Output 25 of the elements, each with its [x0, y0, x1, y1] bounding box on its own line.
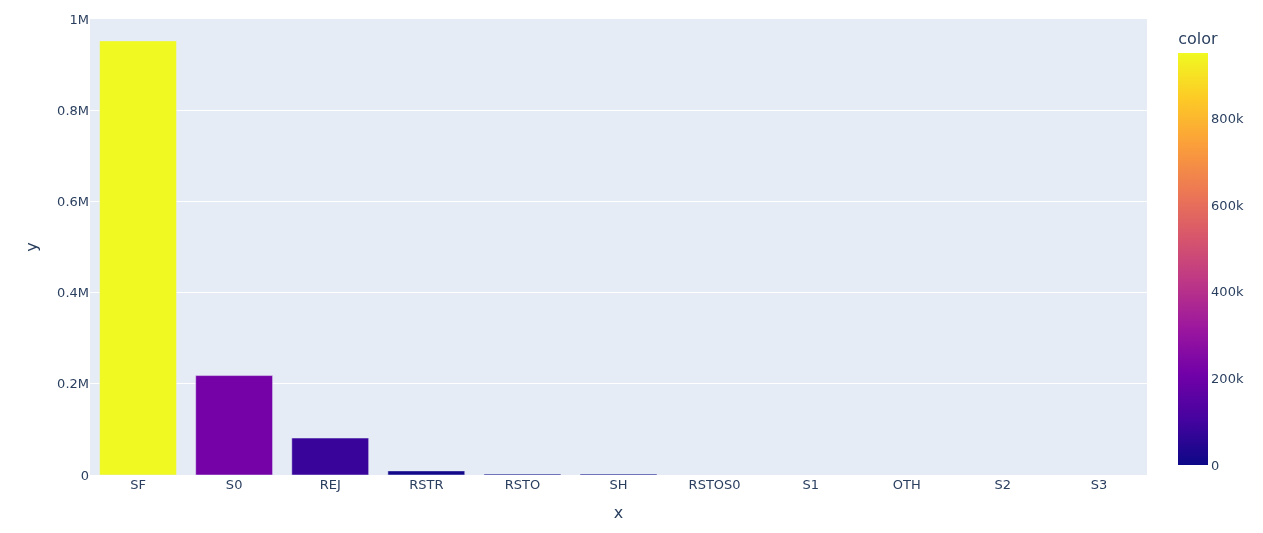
color-bar-label: 200k	[1211, 371, 1244, 386]
x-tick-label: SF	[130, 477, 146, 492]
y-tick-label: 1M	[69, 11, 89, 27]
color-bar-label: 400k	[1211, 284, 1244, 300]
color-bar-title: color	[1178, 29, 1218, 48]
y-axis-title: y	[22, 242, 42, 252]
x-tick-label: REJ	[319, 477, 341, 492]
x-tick-label: SH	[609, 477, 628, 492]
y-tick-label: 0.2M	[57, 376, 89, 392]
x-tick-label: S1	[802, 477, 819, 492]
x-tick-label: RSTR	[409, 477, 444, 492]
x-tick-label: S0	[225, 477, 243, 492]
y-tick-label: 0.6M	[57, 193, 89, 209]
x-tick-label: S3	[1090, 477, 1108, 492]
x-tick-label: OTH	[892, 477, 921, 492]
y-tick-label: 0.8M	[57, 102, 89, 118]
x-tick-label: S2	[994, 477, 1012, 492]
color-bar-label: 800k	[1211, 111, 1244, 127]
y-tick-label: 0.4M	[57, 285, 89, 301]
y-tick-label: 0	[80, 467, 89, 483]
x-tick-label: RSTO	[504, 477, 541, 492]
color-bar-label: 0	[1211, 457, 1220, 473]
x-axis-title: x	[613, 502, 624, 522]
color-bar-label: 600k	[1211, 197, 1244, 213]
x-tick-label: RSTOS0	[688, 477, 741, 492]
